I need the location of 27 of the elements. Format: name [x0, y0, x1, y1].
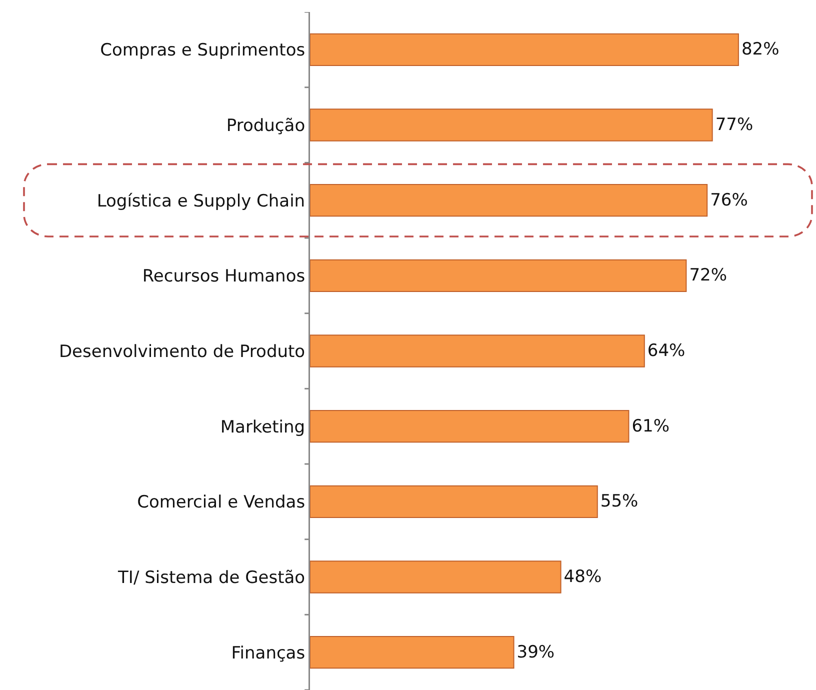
- bar: [310, 410, 630, 443]
- bar: [310, 560, 562, 594]
- y-tick-label: Logística e Supply Chain: [96, 191, 306, 212]
- bar: [310, 33, 739, 66]
- data-label: 39%: [516, 642, 555, 662]
- y-tick-label: TI/ Sistema de Gestão: [117, 568, 306, 588]
- data-label: 82%: [741, 40, 780, 60]
- bar: [310, 108, 713, 142]
- y-tick-label: Desenvolvimento de Produto: [58, 342, 306, 362]
- data-label: 55%: [600, 492, 638, 512]
- bar: [310, 485, 598, 518]
- y-tick-label: Comercial e Vendas: [137, 492, 306, 513]
- data-label: 72%: [689, 266, 727, 286]
- y-tick-label: Produção: [226, 116, 306, 136]
- bar: [310, 334, 645, 368]
- y-tick-label: Compras e Suprimentos: [100, 40, 306, 61]
- data-label: 76%: [710, 190, 748, 210]
- data-label: 61%: [632, 416, 670, 436]
- y-tick-label: Marketing: [220, 417, 306, 438]
- y-tick-label: Recursos Humanos: [142, 266, 306, 287]
- bar: [310, 259, 687, 292]
- bar: [310, 636, 514, 669]
- data-label: 48%: [564, 567, 602, 587]
- data-label: 64%: [647, 341, 686, 361]
- bar: [310, 184, 708, 217]
- y-tick-label: Finanças: [231, 643, 306, 664]
- data-label: 77%: [715, 115, 754, 135]
